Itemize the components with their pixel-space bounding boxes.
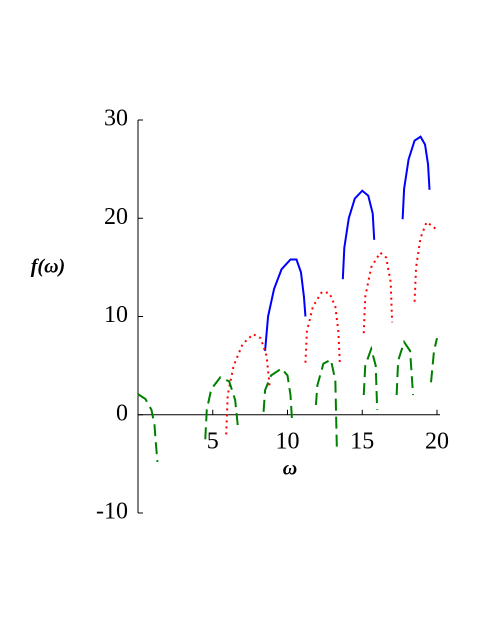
- y-tick-label: 30: [104, 106, 128, 132]
- y-tick-label: 20: [104, 204, 128, 230]
- y-tick-label: -10: [96, 499, 128, 525]
- x-tick-label: 5: [207, 428, 219, 454]
- line-series: [264, 135, 431, 351]
- x-axis-label: ω: [283, 458, 297, 480]
- x-tick-label: 15: [350, 428, 374, 454]
- x-tick-label: 20: [425, 428, 449, 454]
- y-tick-label: 10: [104, 302, 128, 328]
- y-tick-label: 0: [116, 400, 128, 426]
- line-series: [225, 220, 438, 435]
- line-series: [137, 337, 438, 462]
- y-axis-label: f(ω): [31, 256, 65, 278]
- x-tick-label: 10: [276, 428, 300, 454]
